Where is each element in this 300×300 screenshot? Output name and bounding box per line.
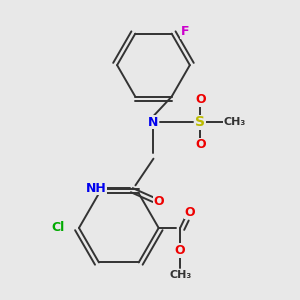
Text: F: F <box>181 26 189 38</box>
Text: CH₃: CH₃ <box>169 270 191 280</box>
Text: O: O <box>153 196 164 208</box>
Text: O: O <box>195 138 206 151</box>
Text: Cl: Cl <box>51 221 64 234</box>
Text: NH: NH <box>86 182 107 195</box>
Text: O: O <box>195 93 206 106</box>
Text: CH₃: CH₃ <box>224 117 246 127</box>
Text: N: N <box>148 116 159 129</box>
Text: O: O <box>184 206 195 219</box>
Text: S: S <box>195 115 205 129</box>
Text: O: O <box>175 244 185 257</box>
